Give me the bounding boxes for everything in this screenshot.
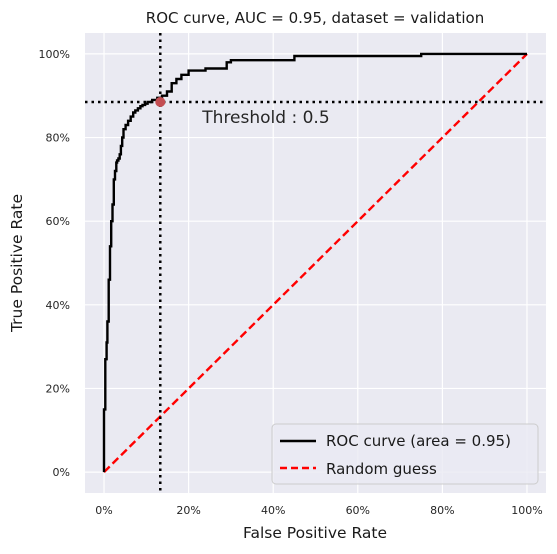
- y-tick-label: 60%: [46, 215, 70, 228]
- legend-label-random: Random guess: [326, 460, 437, 478]
- x-tick-label: 40%: [261, 504, 285, 517]
- legend-box: [271, 423, 539, 485]
- plot-area: [85, 33, 546, 493]
- y-tick-label: 40%: [46, 299, 70, 312]
- x-tick-label: 0%: [95, 504, 112, 517]
- roc-curve-line: [102, 52, 527, 473]
- y-tick-label: 80%: [46, 132, 70, 145]
- random-guess-line: [103, 53, 528, 473]
- x-tick-label: 80%: [430, 504, 454, 517]
- chart-title: ROC curve, AUC = 0.95, dataset = validat…: [146, 9, 484, 27]
- threshold-annotation: Threshold : 0.5: [201, 108, 329, 128]
- x-tick-label: 60%: [346, 504, 370, 517]
- grid: [85, 33, 546, 493]
- y-tick-label: 20%: [46, 382, 70, 395]
- legend: ROC curve (area = 0.95) Random guess: [271, 423, 539, 485]
- threshold-marker: [155, 97, 166, 107]
- x-tick-label: 20%: [176, 504, 200, 517]
- threshold-layer: [85, 33, 546, 493]
- legend-label-roc: ROC curve (area = 0.95): [326, 432, 511, 450]
- x-tick-label: 100%: [511, 504, 542, 517]
- x-axis-label: False Positive Rate: [243, 524, 387, 542]
- y-axis-label: True Positive Rate: [8, 194, 26, 333]
- tick-labels: 0% 20% 40% 60% 80% 100% 0% 20% 40% 60% 80% 100%: [39, 48, 543, 517]
- y-tick-label: 100%: [39, 48, 70, 61]
- y-tick-label: 0%: [53, 466, 70, 479]
- series-layer: [102, 52, 528, 473]
